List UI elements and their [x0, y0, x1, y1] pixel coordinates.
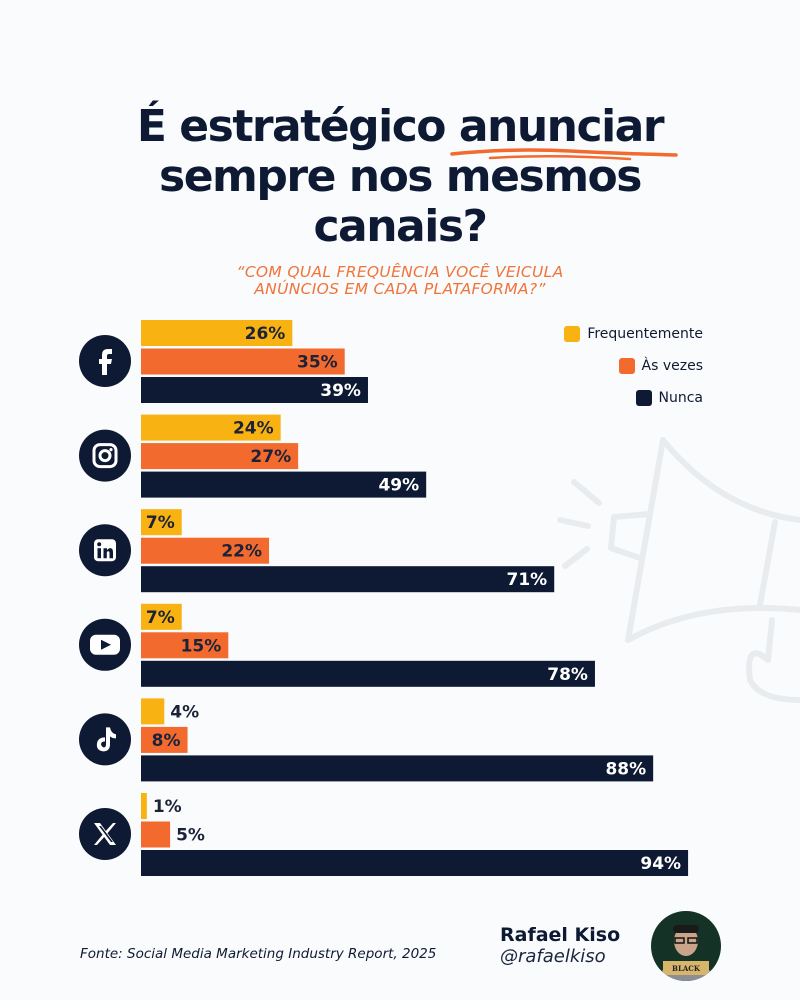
data-label-x-0: 1%	[153, 797, 182, 817]
data-label-x-1: 5%	[176, 826, 205, 846]
data-label-youtube-0: 7%	[146, 608, 175, 628]
bar-tiktok-0	[141, 698, 165, 725]
bar-instagram-2	[141, 471, 427, 498]
data-label-instagram-2: 49%	[378, 476, 419, 496]
bar-x-1	[141, 821, 171, 848]
data-label-x-2: 94%	[640, 854, 681, 874]
avatar-image: BLACK	[651, 911, 721, 981]
x-icon	[94, 823, 116, 845]
avatar-badge-text: BLACK	[672, 964, 701, 973]
bar-linkedin-1	[141, 537, 270, 564]
author-handle: @rafaelkiso	[500, 946, 606, 967]
bar-facebook-0	[141, 320, 293, 346]
bar-tiktok-2	[141, 755, 654, 782]
data-label-instagram-0: 24%	[233, 419, 274, 439]
bar-linkedin-2	[141, 566, 555, 593]
legend-label: Frequentemente	[587, 326, 703, 342]
title-line-1: É estratégico anunciar	[136, 101, 665, 152]
bar-facebook-1	[141, 348, 345, 375]
title-underline-stroke	[450, 148, 678, 161]
title-line-2: sempre nos mesmos	[159, 151, 642, 202]
linkedin-icon	[94, 539, 116, 562]
source-note: Fonte: Social Media Marketing Industry R…	[80, 946, 437, 962]
bar-linkedin-0	[141, 509, 182, 536]
author-block: Rafael Kiso @rafaelkiso	[500, 924, 620, 968]
legend-swatch	[564, 326, 581, 342]
data-label-linkedin-2: 71%	[507, 570, 548, 590]
page-title: É estratégico anunciar sempre nos mesmos…	[0, 102, 800, 252]
data-label-tiktok-1: 8%	[152, 731, 181, 751]
bar-youtube-0	[141, 603, 182, 630]
legend-label: Nunca	[658, 390, 704, 406]
data-label-linkedin-1: 22%	[221, 542, 262, 562]
data-label-linkedin-0: 7%	[146, 513, 175, 533]
legend-item-as-vezes: Às vezes	[564, 350, 703, 382]
subtitle-line-1: “COM QUAL FREQUÊNCIA VOCÊ VEICULA	[236, 263, 564, 281]
chart-subtitle: “COM QUAL FREQUÊNCIA VOCÊ VEICULA ANÚNCI…	[0, 264, 800, 298]
data-label-facebook-0: 26%	[245, 324, 286, 344]
legend-swatch	[635, 390, 652, 406]
bar-instagram-1	[141, 443, 299, 470]
bar-x-0	[141, 793, 147, 819]
data-label-instagram-1: 27%	[250, 447, 291, 467]
avatar: BLACK	[651, 911, 721, 981]
bar-youtube-2	[141, 660, 595, 687]
legend-label: Às vezes	[641, 358, 703, 374]
instagram-icon-badge	[79, 429, 131, 482]
bar-youtube-1	[141, 632, 229, 659]
facebook-icon	[99, 349, 112, 375]
bar-tiktok-1	[141, 726, 188, 753]
data-label-facebook-1: 35%	[297, 353, 338, 373]
legend-item-nunca: Nunca	[564, 382, 703, 414]
legend-item-frequentemente: Frequentemente	[564, 318, 703, 350]
title-line-3: canais?	[313, 201, 488, 252]
bar-instagram-0	[141, 414, 281, 441]
instagram-icon	[92, 443, 118, 469]
legend-swatch	[618, 358, 635, 374]
bar-x-2	[141, 850, 689, 876]
data-label-facebook-2: 39%	[320, 381, 361, 401]
data-label-tiktok-0: 4%	[170, 702, 199, 722]
data-label-tiktok-2: 88%	[605, 759, 646, 779]
chart-legend: Frequentemente Às vezes Nunca	[564, 318, 703, 414]
subtitle-line-2: ANÚNCIOS EM CADA PLATAFORMA?”	[254, 280, 546, 298]
data-label-youtube-1: 15%	[181, 636, 222, 656]
data-label-youtube-2: 78%	[547, 665, 588, 685]
author-name: Rafael Kiso	[500, 924, 621, 946]
tiktok-icon	[96, 727, 116, 752]
bar-facebook-2	[141, 377, 368, 403]
youtube-icon	[90, 634, 120, 655]
